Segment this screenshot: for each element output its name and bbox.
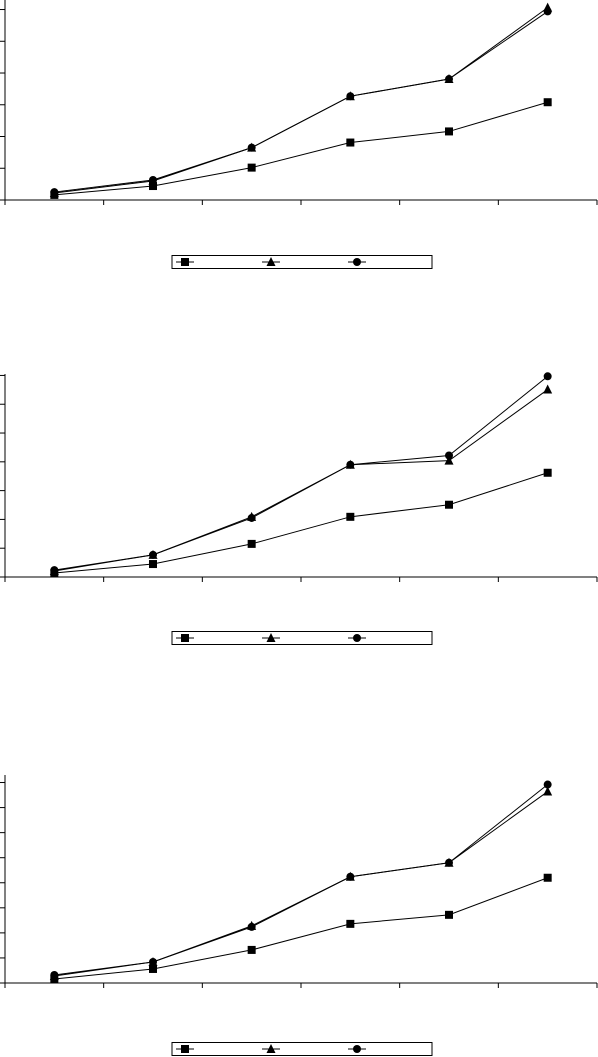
marker: [247, 539, 256, 548]
legend-box: [171, 631, 433, 645]
marker: [149, 957, 157, 966]
marker: [445, 75, 453, 84]
marker: [346, 460, 355, 469]
series-line: [54, 784, 548, 976]
marker: [149, 560, 157, 569]
marker: [50, 970, 59, 979]
marker: [346, 512, 355, 521]
marker: [543, 7, 552, 16]
series-line: [54, 389, 548, 572]
marker: [543, 786, 553, 796]
marker: [445, 910, 453, 919]
marker: [50, 566, 59, 575]
legend-box: [171, 1042, 433, 1056]
series-line: [54, 791, 548, 977]
marker: [543, 372, 552, 381]
marker: [181, 1045, 189, 1053]
marker: [445, 451, 453, 460]
marker: [181, 634, 189, 642]
marker: [353, 634, 361, 642]
series-line: [54, 877, 548, 980]
marker: [444, 455, 454, 465]
marker: [543, 98, 552, 107]
marker: [149, 182, 157, 191]
series-line: [54, 7, 548, 194]
legend-box: [171, 255, 433, 269]
marker: [266, 257, 276, 266]
marker: [346, 872, 355, 881]
marker: [50, 188, 59, 197]
marker: [543, 468, 552, 477]
marker: [247, 143, 256, 152]
marker: [346, 138, 355, 147]
marker: [181, 258, 189, 266]
marker: [247, 513, 256, 522]
marker: [346, 92, 355, 101]
marker: [266, 633, 276, 642]
marker: [149, 964, 157, 973]
marker: [346, 919, 355, 928]
marker: [247, 922, 256, 931]
marker: [543, 873, 552, 882]
marker: [445, 127, 453, 136]
series-line: [54, 101, 548, 196]
marker: [445, 500, 453, 509]
marker: [247, 163, 256, 172]
marker: [149, 176, 157, 184]
marker: [543, 780, 552, 789]
marker: [353, 1045, 361, 1053]
marker: [353, 258, 361, 266]
marker: [149, 550, 157, 559]
marker: [247, 945, 256, 954]
marker: [543, 384, 553, 394]
marker: [445, 858, 453, 867]
series-line: [54, 375, 548, 571]
series-line: [54, 11, 548, 193]
series-line: [54, 472, 548, 574]
marker: [266, 1044, 276, 1053]
